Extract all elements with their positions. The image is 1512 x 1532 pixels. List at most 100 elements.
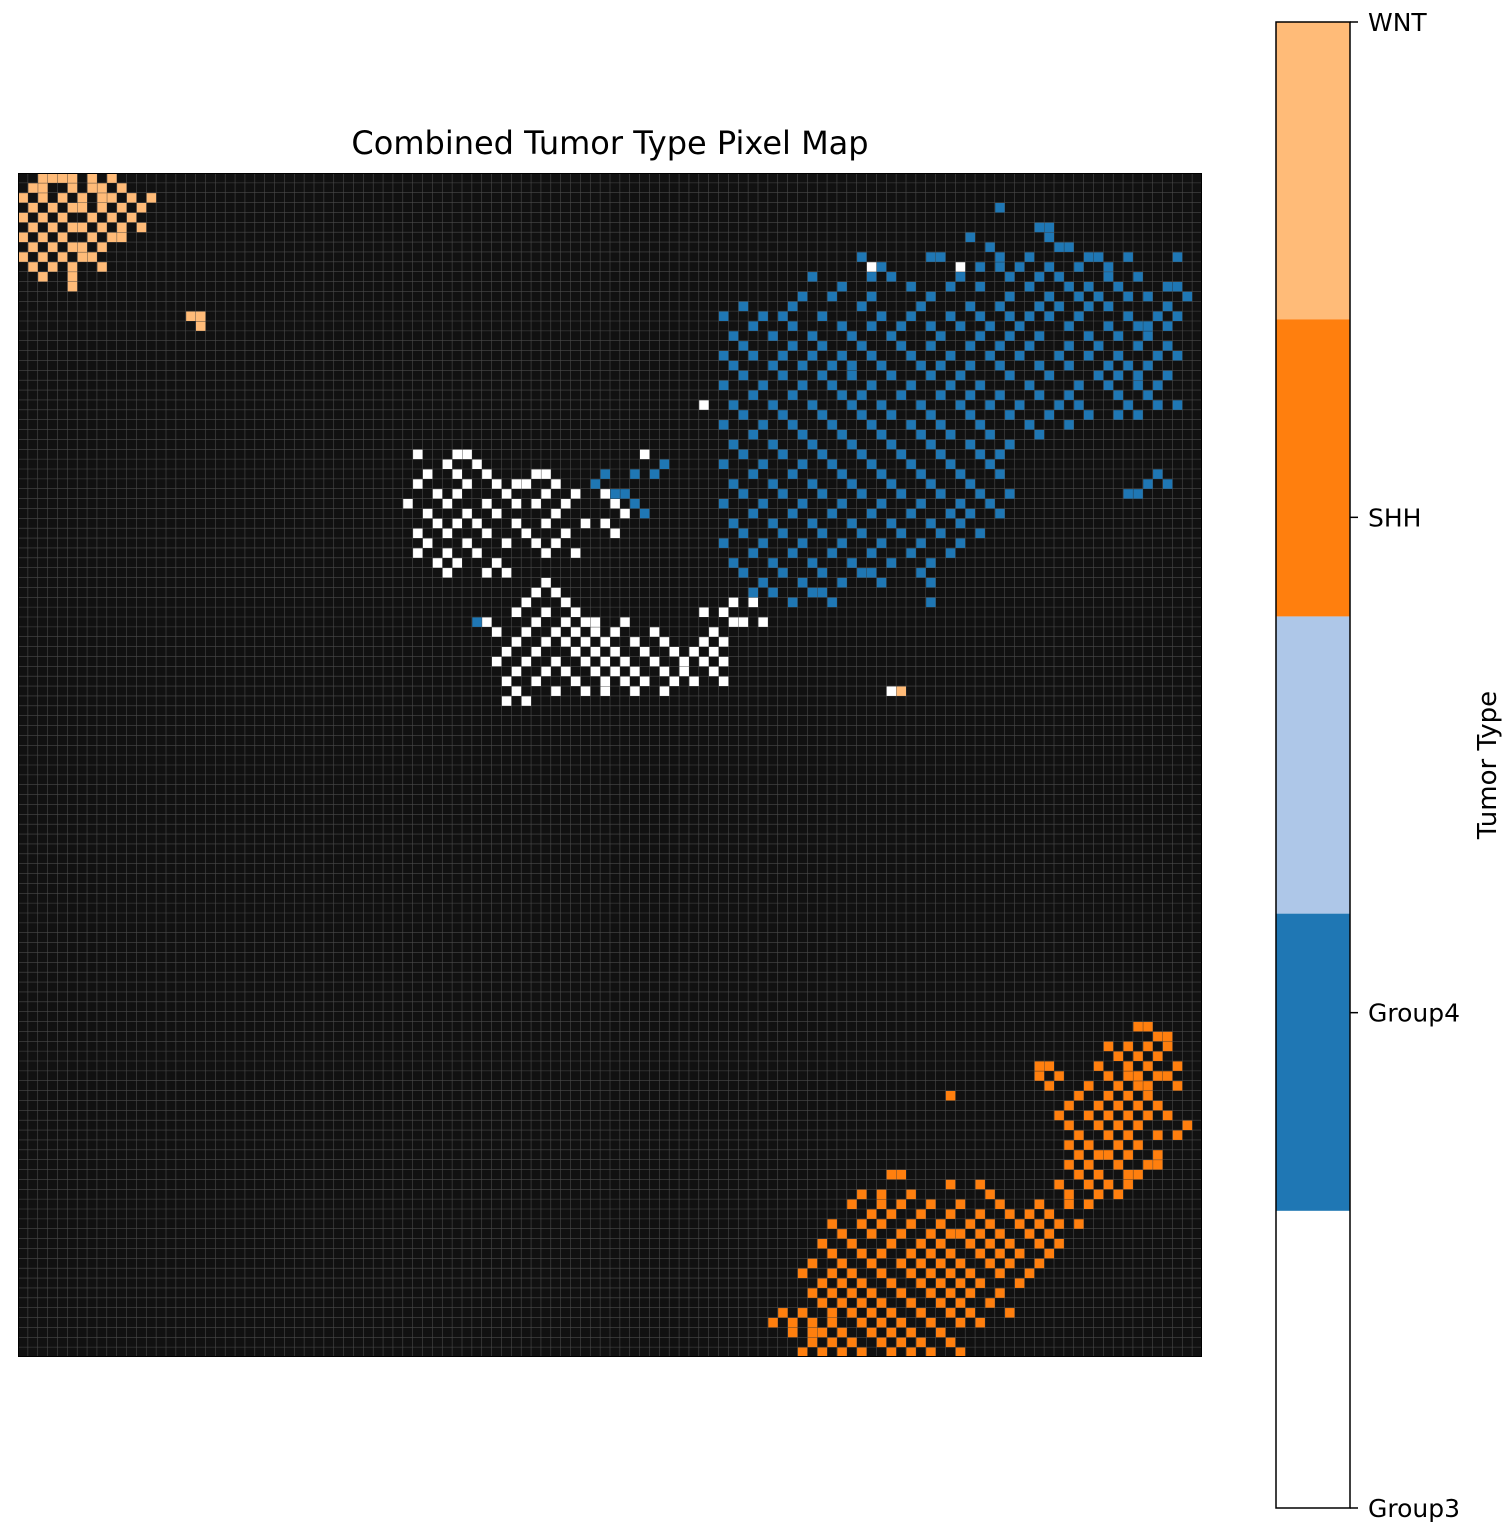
cell-wnt	[48, 242, 58, 252]
cell-group4	[807, 558, 818, 568]
cell-group4	[896, 341, 906, 351]
cell-group4	[718, 420, 729, 430]
cell-group4	[985, 321, 995, 331]
cell-group4	[945, 548, 956, 558]
cell-wnt	[77, 222, 88, 233]
cell-group4	[1182, 291, 1193, 302]
cell-group4	[926, 577, 936, 588]
cell-shh	[807, 1258, 818, 1269]
cell-wnt	[38, 212, 48, 223]
cell-shh	[975, 1179, 985, 1190]
cell-group4	[778, 489, 788, 499]
cell-wnt	[48, 203, 58, 213]
cell-group4	[778, 410, 788, 420]
cell-group4	[847, 558, 857, 568]
cell-shh	[1093, 1120, 1104, 1131]
cell-group4	[896, 528, 906, 539]
cell-group4	[955, 272, 966, 282]
cell-shh	[1133, 1081, 1143, 1091]
cell-group4	[936, 360, 946, 371]
cell-group4	[1133, 272, 1143, 282]
cell-group4	[837, 390, 847, 400]
cell-shh	[945, 1337, 956, 1348]
cell-group3	[610, 528, 620, 539]
cell-shh	[1064, 1100, 1074, 1111]
cell-group3	[570, 647, 581, 657]
cell-group4	[1103, 321, 1114, 331]
cell-shh	[876, 1248, 887, 1259]
cell-shh	[1172, 1081, 1183, 1091]
cell-shh	[817, 1298, 828, 1308]
cell-group3	[452, 449, 462, 460]
cell-group4	[1054, 400, 1064, 410]
cell-shh	[1034, 1239, 1045, 1249]
cell-wnt	[117, 183, 127, 193]
cell-group4	[1103, 262, 1114, 272]
cell-group3	[600, 686, 610, 696]
cell-wnt	[117, 222, 127, 233]
cell-shh	[1054, 1219, 1064, 1229]
cell-shh	[857, 1317, 867, 1328]
cell-wnt	[196, 321, 206, 331]
cell-group4	[965, 508, 976, 519]
cell-group3	[640, 647, 650, 657]
cell-group3	[531, 617, 541, 627]
cell-shh	[1153, 1031, 1163, 1042]
cell-group3	[432, 489, 443, 499]
cell-group4	[1024, 281, 1035, 292]
cell-group4	[906, 311, 916, 321]
cell-group3	[580, 686, 591, 696]
colorbar-segment	[1276, 913, 1350, 1211]
cell-shh	[827, 1268, 837, 1279]
cell-group3	[570, 627, 581, 637]
cell-group4	[866, 351, 877, 361]
cell-wnt	[126, 193, 137, 203]
cell-shh	[936, 1219, 946, 1229]
cell-group3	[561, 499, 571, 509]
cell-group3	[580, 518, 591, 529]
cell-shh	[876, 1219, 887, 1229]
cell-group4	[728, 479, 739, 489]
cell-group4	[797, 499, 808, 509]
cell-group4	[945, 508, 956, 519]
cell-shh	[847, 1239, 857, 1249]
cell-group3	[511, 686, 522, 696]
cell-group3	[561, 666, 571, 677]
cell-shh	[906, 1219, 916, 1229]
cell-wnt	[38, 193, 48, 203]
cell-group4	[1024, 380, 1035, 391]
cell-group4	[797, 538, 808, 548]
cell-wnt	[896, 686, 906, 696]
cell-shh	[876, 1268, 887, 1279]
cell-shh	[857, 1189, 867, 1200]
cell-shh	[926, 1199, 936, 1209]
cell-shh	[945, 1288, 956, 1298]
cell-wnt	[186, 311, 196, 321]
cell-group4	[926, 341, 936, 351]
cell-wnt	[57, 173, 68, 183]
cell-group3	[630, 666, 640, 677]
cell-group3	[738, 617, 749, 627]
cell-wnt	[107, 232, 117, 243]
cell-group3	[699, 607, 709, 617]
cell-shh	[945, 1229, 956, 1239]
cell-group4	[797, 459, 808, 469]
cell-group3	[511, 499, 522, 509]
cell-group4	[866, 420, 877, 430]
cell-group4	[916, 429, 926, 440]
cell-group4	[876, 469, 887, 479]
cell-wnt	[18, 212, 28, 223]
cell-wnt	[97, 193, 107, 203]
cell-group4	[817, 370, 828, 381]
cell-shh	[1103, 1041, 1114, 1052]
cell-group3	[541, 489, 551, 499]
cell-group3	[570, 489, 581, 499]
cell-shh	[866, 1288, 877, 1298]
cell-shh	[955, 1199, 966, 1209]
cell-group3	[511, 637, 522, 647]
cell-group4	[936, 331, 946, 341]
cell-group3	[600, 489, 610, 499]
cell-group4	[886, 331, 897, 341]
cell-group3	[590, 647, 601, 657]
cell-group4	[1143, 291, 1153, 302]
